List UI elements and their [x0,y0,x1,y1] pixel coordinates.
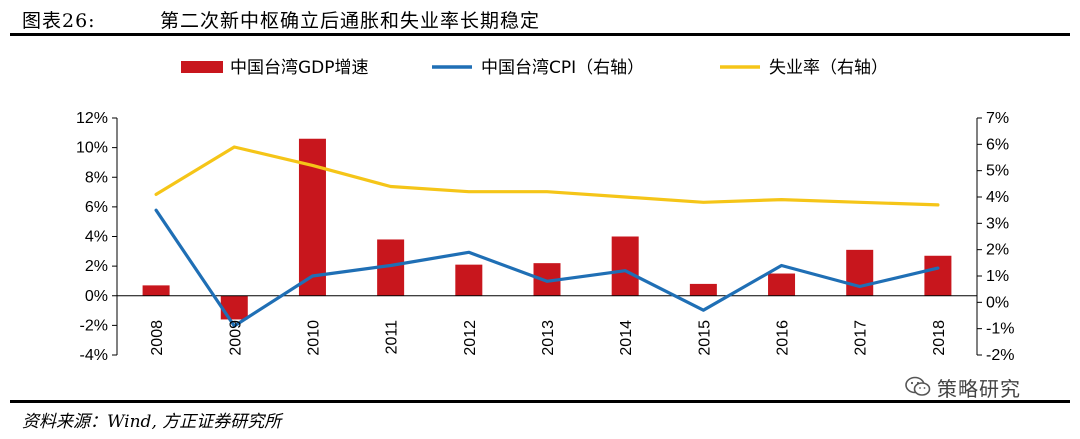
left-axis-tick-label: -2% [80,317,108,334]
watermark-text: 策略研究 [937,376,1021,401]
right-axis-tick-label: 3% [986,215,1009,232]
gdp-bar [611,236,639,296]
left-axis-tick-label: 6% [85,199,108,216]
gdp-bar [455,264,483,296]
gdp-bar [924,255,952,296]
source-note: 资料来源：Wind, 方正证券研究所 [22,412,282,432]
right-axis-tick-label: 4% [986,189,1009,206]
left-axis-tick-label: 8% [85,169,108,186]
left-axis-tick-label: 0% [85,288,108,305]
gdp-bar [846,249,874,296]
x-axis-label: 2011 [384,320,401,355]
x-axis-label: 2008 [149,320,166,356]
x-axis-label: 2010 [305,320,322,356]
top-rule [10,33,1070,36]
legend-gdp-label: 中国台湾GDP增速 [230,58,369,78]
gdp-bar [768,273,796,296]
right-axis-tick-label: 6% [986,136,1009,153]
gdp-bar [142,285,170,296]
gdp-bars [142,138,952,320]
right-axis-tick-label: 2% [986,242,1009,259]
gdp-bar [689,283,717,296]
x-axis-label: 2017 [853,320,870,356]
line-series [154,145,940,328]
x-axis-label: 2012 [462,320,479,356]
legend-gdp-swatch [181,61,223,73]
right-axis-tick-label: -2% [986,347,1014,364]
right-axis: -2% -1% 0% 1% 2% 3% 4% 5% 6% 7% [976,110,1014,364]
figure-label: 图表26: [22,10,96,32]
left-axis: -4% -2% 0% 2% 4% 6% 8% 10% 12% [76,110,118,364]
x-axis-label: 2014 [618,320,635,356]
left-axis-tick-label: 2% [85,258,108,275]
legend-cpi-label: 中国台湾CPI（右轴） [481,58,644,78]
x-axis-labels: 2008 2009 2010 2011 2012 2013 2014 2015 2016 2017… [149,320,948,356]
bottom-rule [10,400,1070,403]
x-axis-label: 2016 [775,320,792,356]
x-axis-label: 2015 [696,320,713,356]
cpi-line [154,208,940,328]
right-axis-tick-label: 1% [986,268,1009,285]
left-axis-tick-label: 12% [76,110,108,127]
unemployment-line [154,145,940,207]
figure-header: 图表26: 第二次新中枢确立后通胀和失业率长期稳定 [0,0,1080,36]
x-axis-label: 2009 [227,320,244,356]
wechat-icon [905,376,931,396]
legend: 中国台湾GDP增速 中国台湾CPI（右轴） 失业率（右轴） [181,58,888,78]
right-axis-tick-label: 5% [986,163,1009,180]
right-axis-tick-label: 7% [986,110,1009,127]
legend-unemployment-label: 失业率（右轴） [769,58,888,78]
left-axis-tick-label: 4% [85,229,108,246]
watermark: 策略研究 [905,372,1021,402]
left-axis-tick-label: -4% [80,347,108,364]
x-axis-label: 2013 [540,320,557,356]
figure-title: 第二次新中枢确立后通胀和失业率长期稳定 [160,10,541,32]
right-axis-tick-label: 0% [986,294,1009,311]
x-axis-label: 2018 [931,320,948,356]
gdp-bar [220,295,248,320]
left-axis-tick-label: 10% [76,140,108,157]
right-axis-tick-label: -1% [986,321,1014,338]
